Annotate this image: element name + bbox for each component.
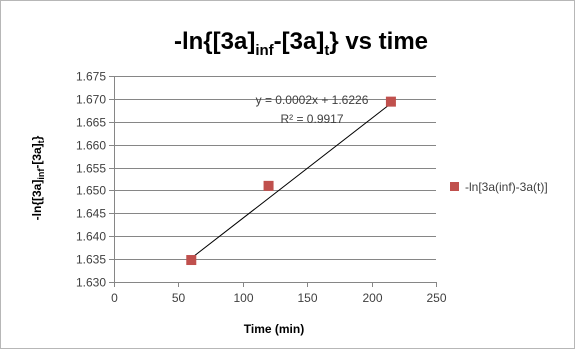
trendline-r-squared: R² = 0.9917 [280,112,343,126]
trendline [190,103,392,259]
tick-labels: 1.630 1.635 1.640 1.645 1.650 1.655 1.660 1.665… [76,70,447,306]
data-point [186,255,197,266]
axes [109,76,437,287]
y-tick-label: 1.665 [76,116,106,130]
x-tick-label: 250 [426,291,446,305]
gridlines [114,76,436,260]
x-tick-label: 150 [297,291,317,305]
y-tick-label: 1.635 [76,253,106,267]
legend: -ln[3a(inf)-3a(t)] [450,180,548,194]
trendline-group [190,103,392,259]
legend-marker [450,182,459,191]
data-points [186,96,396,266]
x-tick-label: 0 [111,291,118,305]
trendline-equation: y = 0.0002x + 1.6226 [256,93,369,107]
x-axis-title: Time (min) [244,322,304,336]
y-tick-label: 1.630 [76,276,106,290]
y-tick-label: 1.645 [76,207,106,221]
y-tick-label: 1.660 [76,139,106,153]
x-tick-label: 200 [362,291,382,305]
y-axis-title: -ln{[3a]inf-[3a]t} [30,135,46,220]
chart-title: -ln{[3a]inf-[3a]t} vs time [174,28,428,59]
y-tick-label: 1.640 [76,230,106,244]
y-tick-label: 1.670 [76,93,106,107]
data-point [385,96,396,107]
data-point [263,180,274,191]
x-tick-label: 100 [233,291,253,305]
x-tick-label: 50 [172,291,186,305]
y-tick-label: 1.650 [76,184,106,198]
legend-label: -ln[3a(inf)-3a(t)] [465,180,548,194]
y-tick-label: 1.675 [76,70,106,84]
y-tick-label: 1.655 [76,162,106,176]
